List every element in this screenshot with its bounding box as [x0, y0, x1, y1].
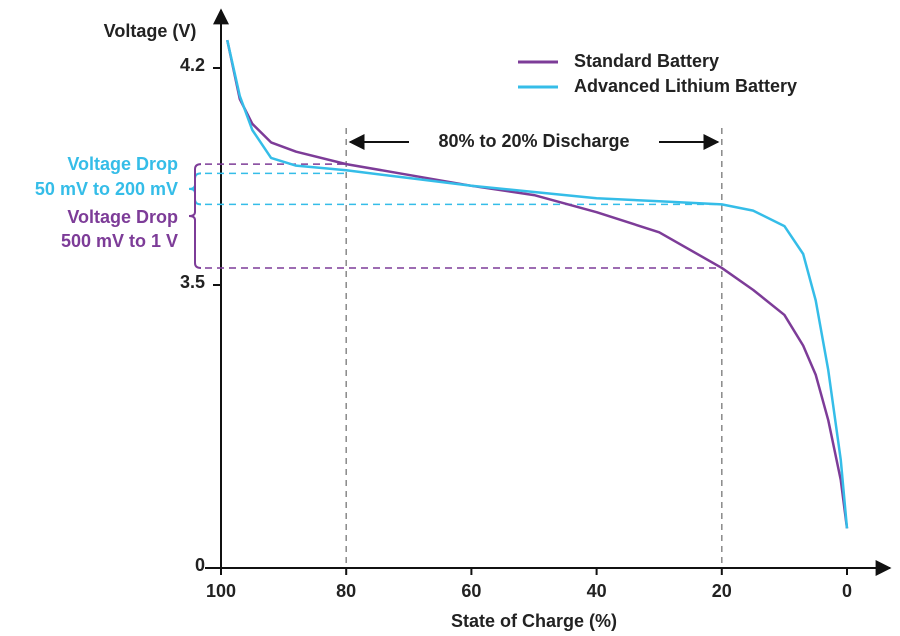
y-tick-label: 3.5	[180, 272, 205, 292]
x-tick-label: 60	[461, 581, 481, 601]
x-tick-label: 20	[712, 581, 732, 601]
y-tick-label: 0	[195, 555, 205, 575]
bracket-label: 50 mV to 200 mV	[35, 179, 178, 199]
x-tick-label: 100	[206, 581, 236, 601]
legend-label: Advanced Lithium Battery	[574, 76, 797, 96]
bracket-label: Voltage Drop	[67, 154, 178, 174]
legend-label: Standard Battery	[574, 51, 719, 71]
x-tick-label: 80	[336, 581, 356, 601]
series-line	[226, 39, 849, 529]
bracket-label: Voltage Drop	[67, 207, 178, 227]
bracket-label: 500 mV to 1 V	[61, 231, 178, 251]
y-tick-label: 4.2	[180, 55, 205, 75]
x-tick-label: 0	[842, 581, 852, 601]
x-axis-title: State of Charge (%)	[451, 611, 617, 631]
discharge-label: 80% to 20% Discharge	[438, 131, 629, 151]
series-line	[226, 39, 849, 529]
bracket	[188, 163, 202, 269]
y-axis-title: Voltage (V)	[104, 21, 197, 41]
x-tick-label: 40	[587, 581, 607, 601]
